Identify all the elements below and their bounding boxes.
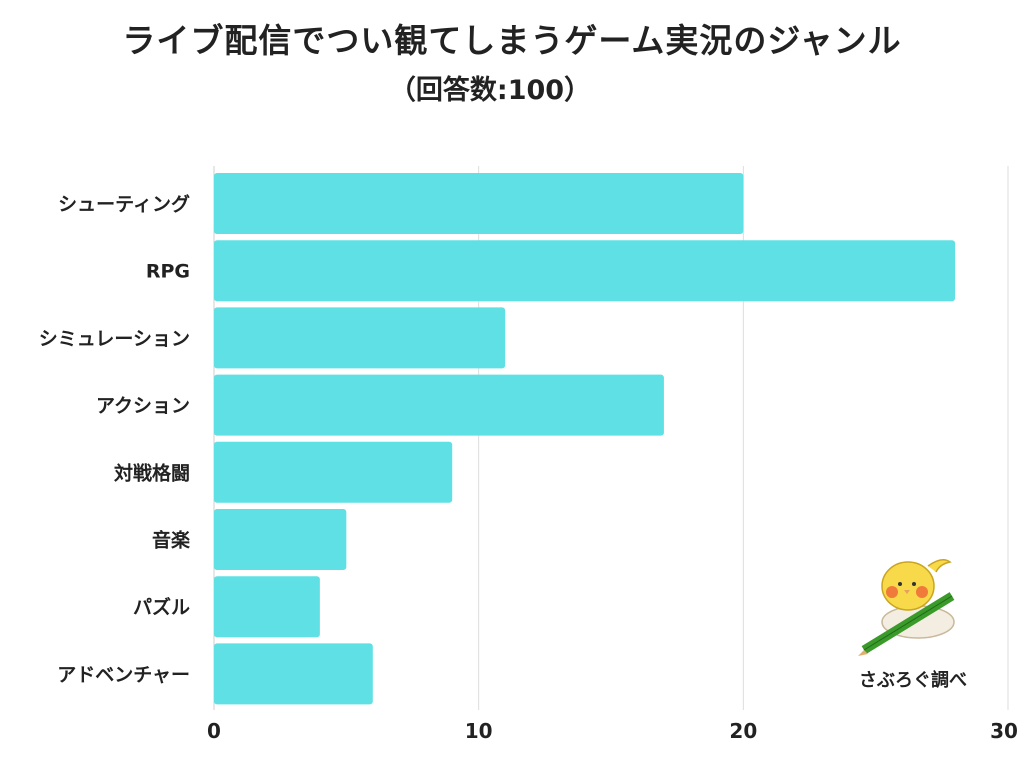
category-label: シミュレーション (39, 328, 190, 350)
x-tick-label: 20 (729, 719, 757, 743)
bar-5 (214, 441, 453, 503)
x-tick-label: 10 (465, 719, 493, 743)
x-tick-label: 30 (990, 719, 1018, 743)
chart-title: ライブ配信でつい観てしまうゲーム実況のジャンル (122, 21, 902, 60)
bar-6 (214, 509, 347, 570)
bar-3 (214, 307, 506, 369)
x-tick-label: 0 (207, 719, 221, 743)
category-label: シューティング (58, 193, 190, 216)
source-credit: さぶろぐ調べ (859, 670, 967, 691)
category-label: アドベンチャー (57, 664, 190, 686)
category-label: 音楽 (152, 529, 191, 552)
category-label: パズル (133, 596, 190, 619)
bar-4 (214, 374, 664, 436)
category-label: 対戦格闘 (113, 461, 190, 484)
bird-mascot-icon (858, 559, 955, 656)
bar-1 (214, 173, 744, 234)
chart-subtitle: （回答数:100） (388, 75, 592, 106)
bar-8 (214, 643, 373, 705)
category-label: アクション (96, 395, 190, 417)
bar-7 (214, 576, 320, 638)
category-label: RPG (146, 261, 190, 283)
bar-2 (214, 240, 956, 302)
